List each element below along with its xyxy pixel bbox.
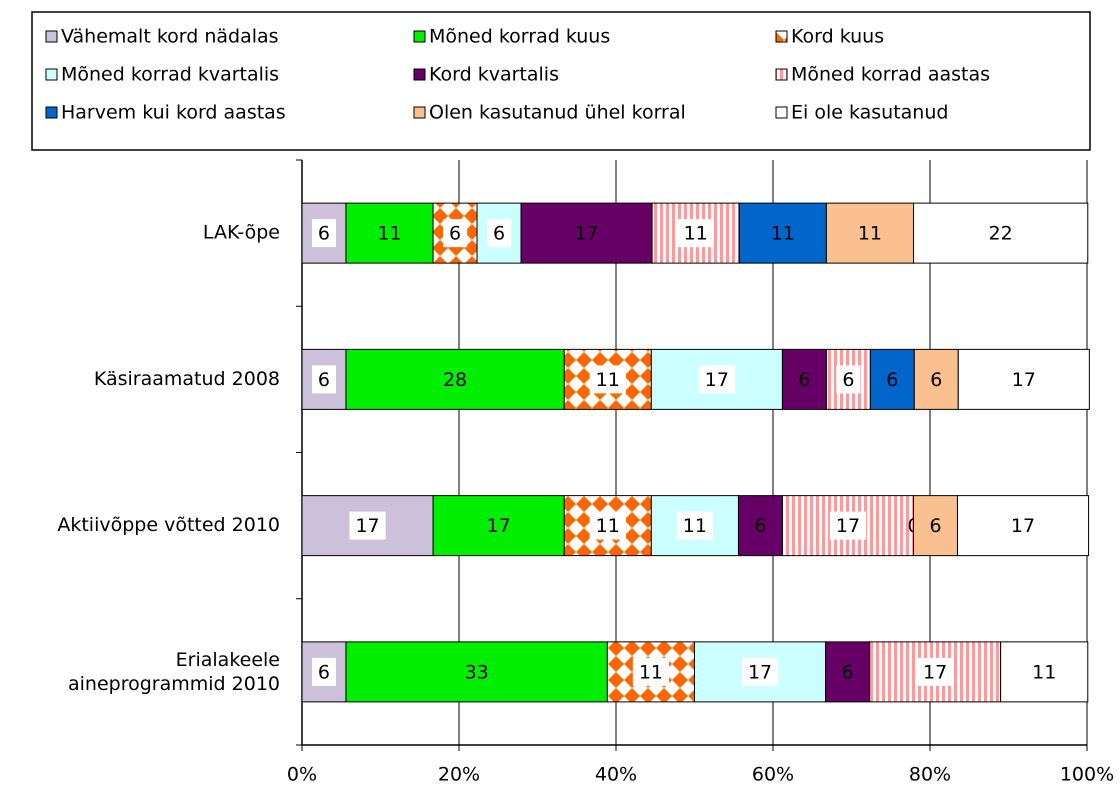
data-label: 6 — [798, 369, 810, 391]
data-label-bg — [698, 365, 735, 394]
data-label-bg — [589, 365, 626, 394]
data-label: 17 — [705, 369, 729, 391]
data-label-bg — [1005, 365, 1042, 394]
data-label: 17 — [923, 661, 947, 683]
data-label: 11 — [596, 515, 620, 537]
bar-segment — [345, 348, 565, 410]
legend-swatch — [45, 106, 58, 119]
data-label: 11 — [596, 369, 620, 391]
legend-box — [31, 11, 1091, 151]
data-label: 17 — [355, 515, 379, 537]
data-label: 11 — [639, 661, 663, 683]
legend-label: Olen kasutanud ühel korral — [429, 102, 686, 124]
data-label: 6 — [929, 515, 941, 537]
data-label-bg — [311, 365, 337, 394]
bar-segment — [520, 202, 653, 264]
legend-swatch — [775, 30, 788, 43]
legend-swatch — [45, 68, 58, 81]
legend-label: Vähemalt kord nädalas — [61, 26, 279, 48]
data-label: 6 — [754, 515, 766, 537]
bar-segment — [345, 202, 434, 264]
legend-swatch — [413, 106, 426, 119]
data-label-bg — [677, 219, 714, 248]
legend-label: Ei ole kasutanud — [791, 102, 948, 124]
legend-label: Kord kuus — [791, 26, 884, 48]
legend-label: Kord kvartalis — [429, 64, 559, 86]
data-label: 6 — [449, 223, 461, 245]
data-label: 17 — [574, 223, 598, 245]
data-label-bg — [443, 219, 468, 248]
bar-segment — [825, 641, 871, 703]
data-label: 17 — [487, 515, 511, 537]
data-label: 6 — [842, 369, 854, 391]
legend-label: Mõned korrad aastas — [791, 64, 990, 86]
bar-segment — [913, 495, 958, 557]
legend-label: Harvem kui kord aastas — [61, 102, 286, 124]
data-label: 6 — [493, 223, 505, 245]
data-label-bg — [982, 219, 1019, 248]
bar-segment — [737, 495, 783, 557]
x-tick-label: 40% — [595, 764, 637, 786]
x-tick-label: 80% — [909, 764, 951, 786]
data-label: 28 — [443, 369, 467, 391]
data-label: 6 — [842, 661, 854, 683]
data-label-bg — [676, 511, 713, 540]
legend-label: Mõned korrad kvartalis — [61, 64, 279, 86]
data-label: 6 — [930, 369, 942, 391]
data-label-bg — [589, 511, 626, 540]
x-tick-label: 60% — [752, 764, 794, 786]
legend-swatch — [775, 68, 788, 81]
bar-segment — [781, 348, 827, 410]
data-label-bg — [917, 657, 954, 686]
data-label: 6 — [318, 661, 330, 683]
data-label: 11 — [684, 223, 708, 245]
bar-segment — [825, 202, 915, 264]
data-label: 11 — [683, 515, 707, 537]
data-label-bg — [311, 657, 337, 686]
data-label: 17 — [748, 661, 772, 683]
y-tick-label: Erialakeele aineprogrammid 2010 — [68, 648, 280, 694]
data-label: 33 — [465, 661, 489, 683]
data-label: 6 — [318, 369, 330, 391]
data-label-bg — [829, 511, 867, 540]
data-label-bg — [1004, 511, 1042, 540]
y-tick-label: Aktiivõppe võtted 2010 — [57, 514, 280, 536]
data-label: 6 — [886, 369, 898, 391]
legend-swatch — [775, 106, 788, 119]
data-label: 17 — [1012, 369, 1036, 391]
bar-segment — [869, 348, 915, 410]
bar-segment — [345, 641, 608, 703]
data-label: 17 — [836, 515, 860, 537]
data-label: 6 — [318, 223, 330, 245]
data-label-bg — [632, 657, 670, 686]
data-label-bg — [741, 657, 779, 686]
x-tick-label: 20% — [438, 764, 480, 786]
legend-swatch — [413, 68, 426, 81]
legend-swatch — [413, 30, 426, 43]
y-tick-label: Käsiraamatud 2008 — [94, 368, 280, 390]
data-label: 17 — [1011, 515, 1035, 537]
data-label: 22 — [989, 223, 1013, 245]
x-tick-label: 100% — [1060, 764, 1114, 786]
legend-label: Mõned korrad kuus — [429, 26, 610, 48]
y-tick-label: LAK-õpe — [203, 222, 280, 244]
data-label: 11 — [377, 223, 401, 245]
legend-swatch — [45, 30, 58, 43]
data-label-bg — [349, 511, 386, 540]
data-label-bg — [486, 219, 512, 248]
data-label: 11 — [771, 223, 795, 245]
data-label: 11 — [858, 223, 882, 245]
data-label-bg — [836, 365, 861, 394]
data-label-bg — [1026, 657, 1063, 686]
data-label: 11 — [1032, 661, 1056, 683]
x-tick-label: 0% — [287, 764, 317, 786]
data-label-bg — [311, 219, 337, 248]
